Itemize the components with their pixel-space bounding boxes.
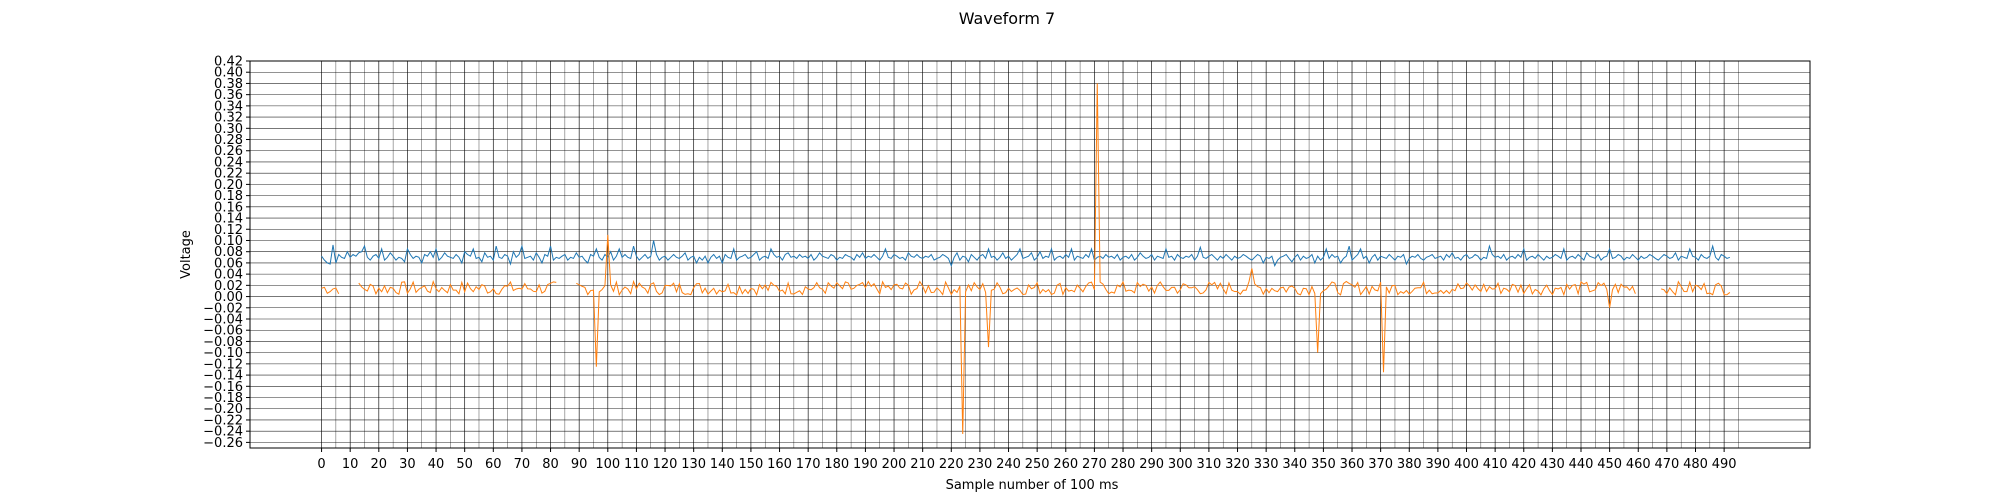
x-tick-label: 260: [1053, 457, 1078, 472]
y-tick-label: 0.22: [214, 167, 243, 182]
x-tick-label: 70: [514, 457, 531, 472]
x-tick-label: 110: [624, 457, 649, 472]
y-tick-label: 0.24: [214, 155, 243, 170]
y-tick-label: 0.36: [214, 88, 243, 103]
chart-title: Waveform 7: [959, 9, 1055, 28]
y-tick-label: 0.00: [214, 290, 243, 305]
x-axis-label: Sample number of 100 ms: [946, 478, 1119, 493]
x-tick-label: 340: [1282, 457, 1307, 472]
x-tick-label: 250: [1025, 457, 1050, 472]
x-tick-label: 40: [428, 457, 445, 472]
y-tick-label: −0.14: [203, 369, 243, 384]
series-lines: [321, 83, 1731, 434]
y-tick-label: 0.20: [214, 178, 243, 193]
y-tick-label: 0.04: [214, 268, 243, 283]
x-tick-label: 270: [1082, 457, 1107, 472]
x-tick-label: 210: [910, 457, 935, 472]
x-tick-label: 30: [399, 457, 416, 472]
x-tick-label: 180: [824, 457, 849, 472]
y-tick-label: 0.40: [214, 66, 243, 81]
x-tick-label: 170: [796, 457, 821, 472]
x-tick-label: 150: [739, 457, 764, 472]
y-tick-label: 0.14: [214, 212, 243, 227]
x-tick-label: 420: [1511, 457, 1536, 472]
x-tick-label: 140: [710, 457, 735, 472]
x-tick-label: 450: [1597, 457, 1622, 472]
x-tick-label: 360: [1340, 457, 1365, 472]
y-tick-label: −0.04: [203, 313, 243, 328]
x-tick-label: 120: [653, 457, 678, 472]
x-tick-label: 230: [967, 457, 992, 472]
y-tick-label: 0.32: [214, 111, 243, 126]
x-tick-label: 310: [1196, 457, 1221, 472]
y-tick-label: 0.16: [214, 200, 243, 215]
y-tick-label: 0.10: [214, 234, 243, 249]
x-tick-label: 350: [1311, 457, 1336, 472]
y-tick-label: 0.28: [214, 133, 243, 148]
y-tick-label: −0.26: [203, 436, 243, 451]
x-tick-label: 100: [595, 457, 620, 472]
x-tick-label: 440: [1569, 457, 1594, 472]
y-tick-label: 0.26: [214, 144, 243, 159]
x-tick-label: 240: [996, 457, 1021, 472]
y-tick-label: −0.20: [203, 402, 243, 417]
y-tick-label: −0.06: [203, 324, 243, 339]
x-tick-label: 90: [571, 457, 588, 472]
y-tick-label: −0.22: [203, 413, 243, 428]
series-1-line: [321, 240, 1731, 268]
x-tick-label: 280: [1111, 457, 1136, 472]
x-tick-label: 400: [1454, 457, 1479, 472]
y-tick-label: 0.18: [214, 189, 243, 204]
x-tick-label: 160: [767, 457, 792, 472]
x-tick-label: 10: [342, 457, 359, 472]
y-tick-label: −0.08: [203, 335, 243, 350]
y-tick-label: −0.16: [203, 380, 243, 395]
x-tick-label: 380: [1397, 457, 1422, 472]
x-tick-label: 320: [1225, 457, 1250, 472]
series-2-line: [321, 83, 1731, 434]
x-tick-label: 200: [882, 457, 907, 472]
x-tick-label: 410: [1483, 457, 1508, 472]
y-tick-label: 0.12: [214, 223, 243, 238]
x-tick-label: 130: [681, 457, 706, 472]
x-tick-label: 430: [1540, 457, 1565, 472]
axis-ticks: 0.420.400.380.360.340.320.300.280.260.24…: [203, 55, 1736, 473]
x-tick-label: 50: [456, 457, 473, 472]
x-tick-label: 20: [371, 457, 388, 472]
grid: [250, 60, 1810, 448]
y-tick-label: −0.02: [203, 301, 243, 316]
y-tick-label: 0.06: [214, 256, 243, 271]
x-tick-label: 60: [485, 457, 502, 472]
x-tick-label: 370: [1368, 457, 1393, 472]
x-tick-label: 190: [853, 457, 878, 472]
x-tick-label: 470: [1654, 457, 1679, 472]
y-tick-label: 0.42: [214, 55, 243, 70]
x-tick-label: 490: [1712, 457, 1737, 472]
x-tick-label: 330: [1254, 457, 1279, 472]
y-tick-label: −0.18: [203, 391, 243, 406]
x-tick-label: 290: [1139, 457, 1164, 472]
x-tick-label: 390: [1425, 457, 1450, 472]
y-tick-label: 0.34: [214, 99, 243, 114]
x-tick-label: 220: [939, 457, 964, 472]
y-tick-label: 0.30: [214, 122, 243, 137]
x-tick-label: 0: [317, 457, 325, 472]
x-tick-label: 460: [1626, 457, 1651, 472]
y-axis-label: Voltage: [179, 230, 194, 279]
plot-frame: [249, 60, 1811, 449]
y-tick-label: 0.02: [214, 279, 243, 294]
x-tick-label: 80: [542, 457, 559, 472]
y-tick-label: −0.24: [203, 425, 243, 440]
y-tick-label: 0.08: [214, 245, 243, 260]
y-tick-label: −0.10: [203, 346, 243, 361]
x-tick-label: 300: [1168, 457, 1193, 472]
x-tick-label: 480: [1683, 457, 1708, 472]
y-tick-label: −0.12: [203, 357, 243, 372]
y-tick-label: 0.38: [214, 77, 243, 92]
